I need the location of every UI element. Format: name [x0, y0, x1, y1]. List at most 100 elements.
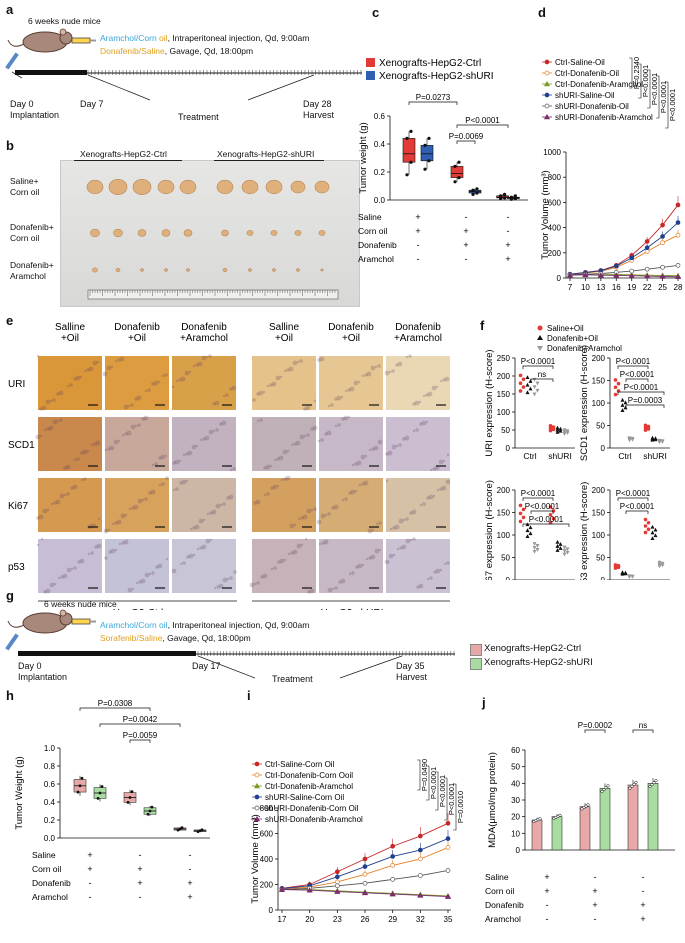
cell-texture	[323, 539, 329, 545]
y-tick-label: 50	[596, 422, 605, 431]
treatment-row-label: Saline	[32, 850, 56, 860]
cell-texture	[331, 506, 335, 510]
cell-texture	[209, 511, 213, 515]
cell-texture	[446, 453, 450, 457]
point	[475, 191, 479, 195]
data-point	[628, 272, 635, 279]
data-point	[644, 249, 650, 254]
cell-texture	[130, 403, 134, 407]
data-point	[675, 232, 681, 238]
cell-texture	[260, 575, 264, 579]
ihc-image	[105, 539, 169, 593]
data-point	[518, 389, 523, 393]
cell-texture	[253, 501, 257, 505]
x-tick-label: 25	[658, 283, 667, 292]
cell-texture	[438, 459, 444, 465]
cell-texture	[439, 487, 443, 491]
data-point	[532, 377, 537, 382]
data-point	[650, 530, 655, 535]
cell-texture	[392, 553, 396, 557]
y-axis-label: MDA(μmol/mg protein)	[487, 752, 498, 848]
data-point	[650, 536, 655, 541]
cell-texture	[435, 568, 441, 574]
point	[423, 167, 427, 171]
point	[632, 782, 636, 786]
treatment-row-label: Aramchol	[358, 254, 394, 264]
cell-texture	[42, 508, 48, 514]
pvalue: P=0.0010	[456, 791, 465, 823]
cell-texture	[377, 439, 383, 445]
cell-texture	[395, 363, 399, 367]
data-point	[620, 403, 625, 407]
cell-texture	[324, 513, 328, 517]
ihc-image	[252, 539, 316, 593]
mouse-syringe-illustration	[5, 28, 362, 101]
cell-texture	[385, 479, 389, 483]
harvest-label: Harvest	[303, 110, 335, 120]
legend-marker	[543, 113, 551, 120]
cell-texture	[365, 557, 369, 561]
column-header: Salline	[269, 322, 299, 333]
tumor	[272, 268, 276, 272]
timeline-ticks	[87, 70, 362, 75]
bar	[647, 783, 659, 851]
bracket	[617, 365, 649, 369]
cell-texture	[366, 371, 372, 377]
y-tick-label: 1000	[543, 148, 561, 157]
treatment-row-label: Donafenib	[358, 240, 397, 250]
tumor	[248, 268, 252, 272]
cell-texture	[53, 501, 57, 505]
cell-texture	[184, 370, 190, 376]
ihc-image	[105, 417, 169, 471]
cell-texture	[402, 437, 406, 441]
pvalue: P<0.0001	[624, 383, 659, 392]
legend-marker	[537, 335, 543, 340]
cell-texture	[263, 493, 267, 497]
point	[628, 786, 632, 790]
cell-texture	[282, 449, 288, 455]
data-point	[521, 515, 526, 520]
cell-texture	[211, 509, 217, 515]
regimen-drug-1b: oil	[156, 33, 168, 43]
cell-texture	[326, 430, 332, 436]
cell-texture	[276, 457, 280, 461]
point	[471, 188, 475, 192]
cell-texture	[143, 415, 149, 421]
cell-texture	[289, 523, 295, 529]
ihc-image	[172, 478, 236, 532]
legend-marker	[537, 346, 543, 351]
treatment-row-label: Donafenib	[485, 900, 524, 910]
cell-texture	[396, 547, 400, 551]
cell-texture	[409, 538, 413, 542]
y-tick-label: 0.8	[44, 762, 56, 771]
cell-texture	[351, 463, 355, 467]
data-point	[616, 563, 621, 568]
data-point	[528, 531, 533, 536]
cell-texture	[83, 477, 87, 481]
cell-texture	[349, 386, 355, 392]
data-point	[565, 550, 570, 555]
y-tick-label: 50	[511, 763, 520, 772]
cell-texture	[228, 494, 234, 500]
cell-texture	[107, 447, 111, 451]
cell-texture	[316, 519, 322, 525]
cell-texture	[391, 444, 397, 450]
data-point	[643, 517, 648, 522]
cell-texture	[370, 554, 376, 560]
point	[586, 803, 590, 807]
panel-label-b: b	[6, 138, 14, 153]
cell-texture	[285, 475, 291, 481]
bar	[627, 784, 639, 851]
cell-texture	[377, 364, 381, 368]
point	[513, 194, 517, 198]
y-tick-label: 200	[548, 249, 562, 258]
cell-texture	[59, 418, 63, 422]
cell-texture	[95, 440, 101, 446]
cell-texture	[56, 392, 60, 396]
timeline-g	[5, 609, 455, 679]
data-point	[525, 390, 530, 395]
cell-texture	[76, 457, 80, 461]
cell-texture	[134, 424, 138, 428]
point	[499, 194, 503, 198]
point	[405, 173, 409, 177]
